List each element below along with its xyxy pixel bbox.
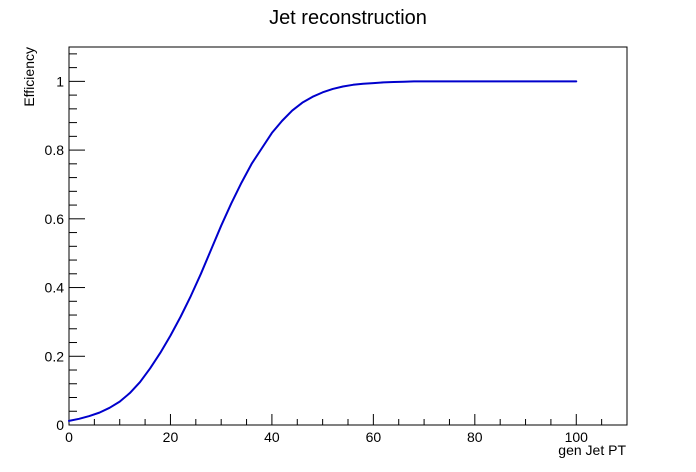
y-ticks bbox=[69, 53, 85, 426]
x-ticks bbox=[68, 414, 628, 425]
y-axis-title: Efficiency bbox=[21, 47, 37, 107]
x-tick-labels: 0 20 40 60 80 100 bbox=[65, 429, 588, 445]
x-tick-label: 80 bbox=[467, 429, 483, 445]
x-tick-label: 0 bbox=[65, 429, 73, 445]
x-tick-label: 40 bbox=[264, 429, 280, 445]
x-tick-label: 100 bbox=[565, 429, 589, 445]
y-tick-label: 1 bbox=[56, 73, 64, 89]
y-tick-label: 0.8 bbox=[45, 142, 65, 158]
y-tick-labels: 0 0.2 0.4 0.6 0.8 1 bbox=[45, 73, 65, 433]
efficiency-curve bbox=[68, 80, 578, 422]
x-tick-label: 20 bbox=[163, 429, 179, 445]
y-tick-label: 0 bbox=[56, 417, 64, 433]
y-tick-label: 0.6 bbox=[45, 211, 65, 227]
y-tick-label: 0.4 bbox=[45, 280, 65, 296]
x-axis-title: gen Jet PT bbox=[558, 442, 626, 458]
chart-title: Jet reconstruction bbox=[269, 7, 427, 29]
x-tick-label: 60 bbox=[366, 429, 382, 445]
y-tick-label: 0.2 bbox=[45, 348, 65, 364]
